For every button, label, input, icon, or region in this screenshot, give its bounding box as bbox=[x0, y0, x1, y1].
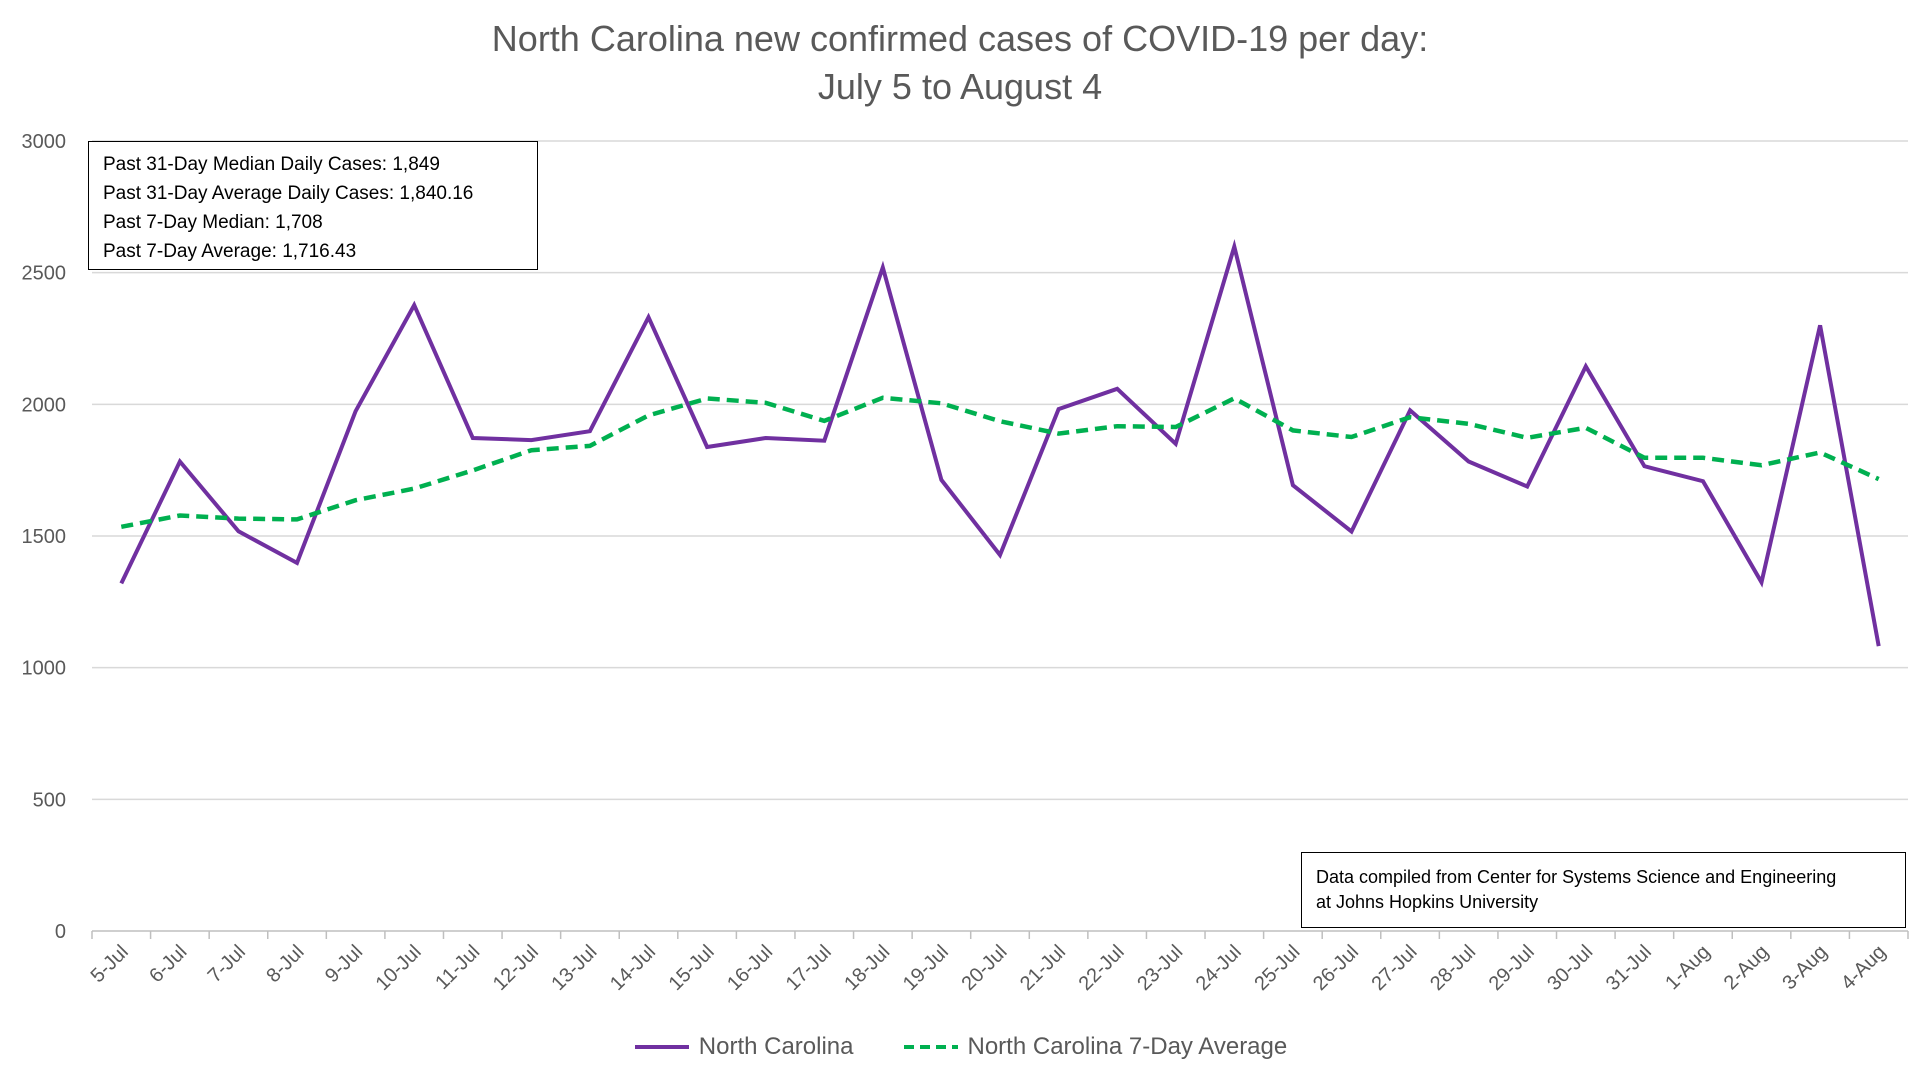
y-tick-label: 1000 bbox=[22, 658, 67, 680]
x-tick-label: 30-Jul bbox=[1543, 941, 1597, 995]
legend-swatch-solid bbox=[634, 1045, 689, 1049]
legend: North Carolina North Carolina 7-Day Aver… bbox=[0, 1033, 1920, 1061]
stats-median-7: Past 7-Day Median: 1,708 bbox=[103, 212, 323, 233]
x-tick-label: 5-Jul bbox=[87, 941, 133, 987]
chart-title: North Carolina new confirmed cases of CO… bbox=[491, 18, 1429, 59]
series-line-north-carolina bbox=[119, 238, 1881, 647]
y-tick-label: 2000 bbox=[22, 394, 67, 416]
x-tick-label: 23-Jul bbox=[1133, 941, 1187, 995]
x-tick-label: 16-Jul bbox=[723, 941, 777, 995]
x-tick-label: 15-Jul bbox=[665, 941, 719, 995]
x-tick-label: 29-Jul bbox=[1485, 941, 1539, 995]
legend-swatch-dashed bbox=[903, 1045, 958, 1049]
x-tick-label: 18-Jul bbox=[840, 941, 894, 995]
x-tick-label: 25-Jul bbox=[1250, 941, 1304, 995]
x-tick-label: 7-Jul bbox=[204, 941, 250, 987]
stats-average-7: Past 7-Day Average: 1,716.43 bbox=[103, 241, 357, 262]
y-tick-label: 0 bbox=[55, 921, 66, 943]
x-tick-label: 1-Aug bbox=[1661, 941, 1714, 994]
y-tick-label: 3000 bbox=[22, 131, 67, 153]
x-tick-label: 19-Jul bbox=[899, 941, 953, 995]
x-tick-label: 14-Jul bbox=[606, 941, 660, 995]
x-tick-label: 22-Jul bbox=[1075, 941, 1129, 995]
stats-median-31: Past 31-Day Median Daily Cases: 1,849 bbox=[103, 154, 440, 175]
x-tick-label: 24-Jul bbox=[1192, 941, 1246, 995]
x-tick-label: 27-Jul bbox=[1368, 941, 1422, 995]
source-line-2: at Johns Hopkins University bbox=[1316, 892, 1539, 912]
x-tick-label: 6-Jul bbox=[145, 941, 191, 987]
legend-item-7-day-average: North Carolina 7-Day Average bbox=[902, 1033, 1288, 1061]
x-tick-label: 9-Jul bbox=[321, 941, 367, 987]
legend-item-north-carolina: North Carolina bbox=[633, 1033, 854, 1061]
x-tick-label: 11-Jul bbox=[431, 941, 484, 994]
source-annotation-box: Data compiled from Center for Systems Sc… bbox=[1301, 852, 1906, 928]
x-tick-label: 31-Jul bbox=[1602, 941, 1656, 995]
x-tick-label: 10-Jul bbox=[372, 941, 426, 995]
x-tick-label: 20-Jul bbox=[957, 941, 1011, 995]
x-tick-label: 8-Jul bbox=[262, 941, 308, 987]
legend-label-north-carolina: North Carolina bbox=[698, 1033, 854, 1060]
x-tick-label: 21-Jul bbox=[1016, 941, 1070, 995]
x-tick-label: 26-Jul bbox=[1309, 941, 1363, 995]
stats-average-31: Past 31-Day Average Daily Cases: 1,840.1… bbox=[103, 183, 474, 204]
y-tick-label: 500 bbox=[33, 789, 66, 811]
y-tick-label: 1500 bbox=[22, 526, 67, 548]
x-tick-label: 4-Aug bbox=[1837, 941, 1890, 994]
y-tick-label: 2500 bbox=[22, 263, 67, 285]
x-tick-label: 28-Jul bbox=[1426, 941, 1480, 995]
x-tick-label: 12-Jul bbox=[489, 941, 543, 995]
x-tick-label: 3-Aug bbox=[1778, 941, 1831, 994]
legend-label-7-day-average: North Carolina 7-Day Average bbox=[967, 1033, 1288, 1060]
chart-subtitle: July 5 to August 4 bbox=[817, 66, 1103, 107]
x-tick-label: 17-Jul bbox=[782, 941, 836, 995]
x-tick-label: 13-Jul bbox=[547, 941, 601, 995]
stats-annotation-box: Past 31-Day Median Daily Cases: 1,849 Pa… bbox=[88, 141, 538, 270]
plot-area: 0 500 1000 1500 2000 2500 3000 5-Jul 6-Jul 7-Jul 8… bbox=[22, 131, 1909, 995]
x-tick-label: 2-Aug bbox=[1720, 941, 1773, 994]
source-line-1: Data compiled from Center for Systems Sc… bbox=[1316, 867, 1837, 887]
